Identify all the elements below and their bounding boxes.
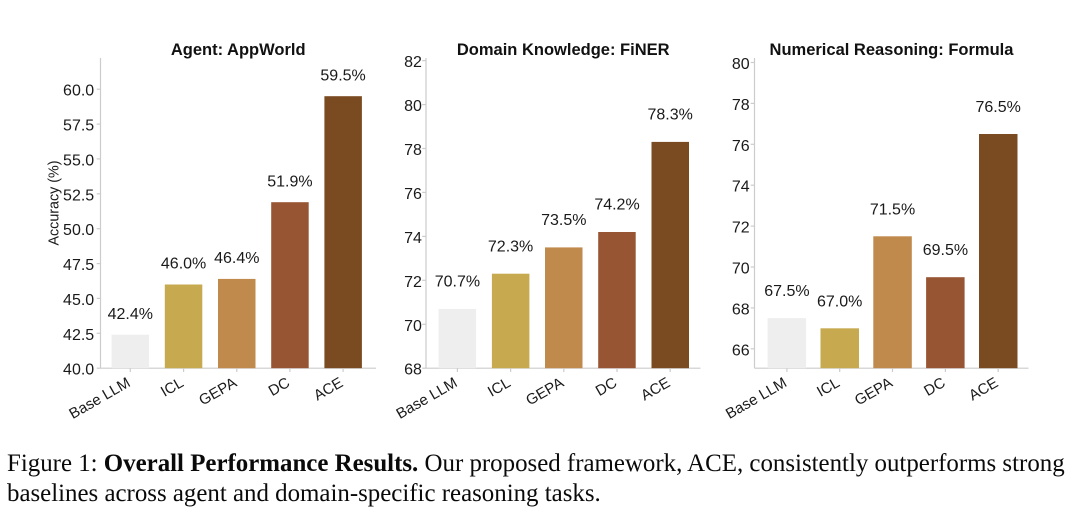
svg-text:72: 72 [732, 220, 750, 237]
svg-text:82: 82 [404, 54, 422, 71]
svg-text:52.5: 52.5 [63, 187, 94, 204]
svg-text:78.3%: 78.3% [648, 107, 693, 124]
svg-text:59.5%: 59.5% [320, 67, 365, 84]
svg-text:74.2%: 74.2% [594, 197, 639, 214]
svg-text:66: 66 [732, 342, 750, 359]
svg-text:76.5%: 76.5% [976, 99, 1021, 116]
svg-text:72.3%: 72.3% [488, 238, 533, 255]
svg-text:67.0%: 67.0% [817, 293, 862, 310]
svg-text:80: 80 [732, 56, 750, 73]
svg-text:46.4%: 46.4% [214, 250, 259, 267]
svg-text:Agent: AppWorld: Agent: AppWorld [171, 41, 306, 59]
svg-text:67.5%: 67.5% [764, 283, 809, 300]
svg-text:55.0: 55.0 [63, 152, 94, 169]
svg-text:Domain Knowledge: FiNER: Domain Knowledge: FiNER [457, 41, 670, 59]
svg-text:68: 68 [404, 362, 422, 379]
svg-text:69.5%: 69.5% [923, 242, 968, 259]
svg-text:72: 72 [404, 274, 422, 291]
svg-text:60.0: 60.0 [63, 83, 94, 100]
svg-text:Accuracy (%): Accuracy (%) [47, 161, 63, 246]
svg-text:42.5: 42.5 [63, 327, 94, 344]
svg-text:76: 76 [404, 186, 422, 203]
svg-text:70: 70 [404, 318, 422, 335]
svg-text:78: 78 [732, 97, 750, 114]
svg-text:45.0: 45.0 [63, 292, 94, 309]
svg-text:74: 74 [732, 179, 750, 196]
svg-text:71.5%: 71.5% [870, 201, 915, 218]
svg-text:68: 68 [732, 301, 750, 318]
svg-text:40.0: 40.0 [63, 362, 94, 379]
svg-text:76: 76 [732, 138, 750, 155]
svg-text:74: 74 [404, 230, 422, 247]
svg-text:42.4%: 42.4% [108, 306, 153, 323]
svg-text:51.9%: 51.9% [267, 173, 312, 190]
svg-text:80: 80 [404, 98, 422, 115]
svg-text:57.5: 57.5 [63, 118, 94, 135]
svg-text:46.0%: 46.0% [161, 256, 206, 273]
svg-text:70.7%: 70.7% [435, 274, 480, 291]
svg-text:Numerical Reasoning: Formula: Numerical Reasoning: Formula [770, 41, 1015, 59]
svg-text:78: 78 [404, 142, 422, 159]
svg-text:50.0: 50.0 [63, 222, 94, 239]
svg-text:73.5%: 73.5% [541, 212, 586, 229]
svg-text:47.5: 47.5 [63, 257, 94, 274]
svg-text:70: 70 [732, 261, 750, 278]
